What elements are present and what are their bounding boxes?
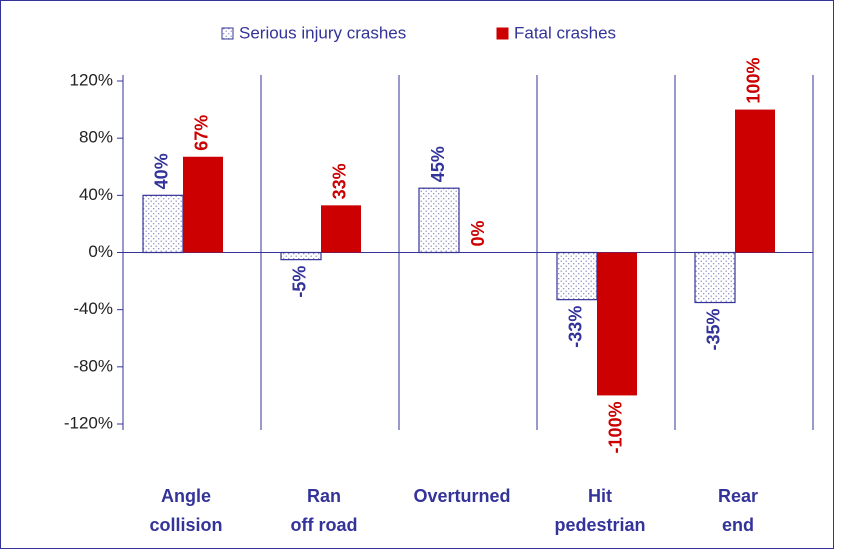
legend-label: Serious injury crashes <box>239 23 406 42</box>
y-tick-label: 80% <box>79 128 113 147</box>
bar <box>597 252 637 396</box>
value-label: 40% <box>152 153 172 189</box>
bar <box>556 251 598 301</box>
value-label: -35% <box>704 309 724 351</box>
legend-swatch <box>221 27 234 40</box>
bar <box>321 205 361 253</box>
bar <box>418 187 460 254</box>
x-tick-label: Hit <box>588 486 612 506</box>
value-label: -5% <box>290 266 310 298</box>
y-tick-label: -120% <box>64 413 113 432</box>
value-label: -33% <box>566 306 586 348</box>
y-tick-label: 0% <box>88 242 113 261</box>
y-tick-label: -80% <box>73 356 113 375</box>
legend-label: Fatal crashes <box>514 23 616 42</box>
bar <box>142 194 184 254</box>
legend-swatch <box>496 27 509 40</box>
bar <box>280 251 322 261</box>
x-tick-label: end <box>722 515 754 535</box>
y-tick-label: 120% <box>70 70 113 89</box>
y-tick-label: 40% <box>79 185 113 204</box>
x-tick-label: Rear <box>718 486 758 506</box>
x-tick-label: Angle <box>161 486 211 506</box>
value-label: 100% <box>744 58 764 104</box>
value-label: 45% <box>428 146 448 182</box>
value-label: 33% <box>330 163 350 199</box>
bar <box>183 156 223 253</box>
x-tick-label: off road <box>291 515 358 535</box>
value-label: 67% <box>192 115 212 151</box>
x-tick-label: Overturned <box>413 486 510 506</box>
x-tick-label: pedestrian <box>554 515 645 535</box>
y-tick-label: -40% <box>73 299 113 318</box>
value-label: 0% <box>468 220 488 246</box>
bar <box>694 251 736 304</box>
x-tick-label: collision <box>149 515 222 535</box>
value-label: -100% <box>606 401 626 453</box>
x-tick-label: Ran <box>307 486 341 506</box>
bar <box>735 109 775 253</box>
